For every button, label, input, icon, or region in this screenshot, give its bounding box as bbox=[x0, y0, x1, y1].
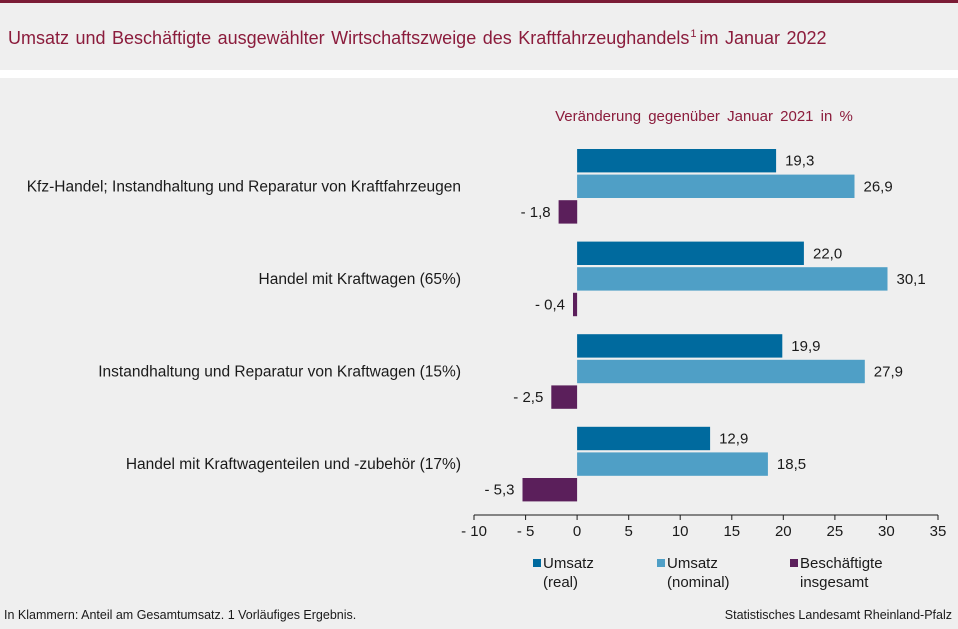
legend-item-beschaeftigte: Beschäftigte insgesamt bbox=[790, 555, 883, 591]
x-tick-label-4: 5 bbox=[625, 523, 633, 540]
legend-label-umsatz-nominal-line-1: Umsatz bbox=[667, 555, 718, 572]
value-label-umsatz-real-3: 19,9 bbox=[791, 338, 820, 355]
legend-label-beschaeftigte-line-1: Beschäftigte bbox=[800, 555, 883, 572]
x-tick-label-9: 30 bbox=[878, 523, 895, 540]
legend: Umsatz (real) Umsatz (nominal) Beschäfti… bbox=[533, 555, 883, 591]
value-label-umsatz-nominal-3: 27,9 bbox=[874, 364, 903, 381]
value-label-umsatz-nominal-2: 30,1 bbox=[897, 271, 926, 288]
title-bar bbox=[0, 3, 958, 70]
category-labels-layer: Kfz-Handel; Instandhaltung und Reparatur… bbox=[27, 178, 461, 473]
legend-item-umsatz-real: Umsatz (real) bbox=[533, 555, 594, 591]
category-label-4: Handel mit Kraftwagenteilen und -zubehör… bbox=[126, 456, 461, 473]
title-separator bbox=[0, 70, 958, 78]
legend-swatch-beschaeftigte bbox=[790, 559, 798, 567]
bar-umsatz-real-2 bbox=[577, 241, 804, 265]
x-axis: - 10 - 5 0 5 10 15 20 25 30 35 bbox=[461, 514, 947, 540]
value-label-umsatz-nominal-4: 18,5 bbox=[777, 456, 806, 473]
bar-umsatz-nominal-3 bbox=[577, 359, 865, 384]
legend-label-umsatz-real-line-2: (real) bbox=[543, 574, 578, 591]
value-labels-layer: 19,3 26,9 - 1,8 22,0 30,1 - 0,4 19,9 27,9 - 2,5 1… bbox=[484, 153, 925, 499]
value-label-beschaeftigte-3: - 2,5 bbox=[513, 389, 543, 406]
legend-swatch-umsatz-nominal bbox=[657, 559, 665, 567]
footer-source: Statistisches Landesamt Rheinland-Pfalz bbox=[725, 608, 952, 622]
value-label-beschaeftigte-4: - 5,3 bbox=[484, 482, 514, 499]
bar-umsatz-nominal-4 bbox=[577, 452, 768, 476]
bar-umsatz-real-4 bbox=[577, 426, 711, 451]
x-tick-label-1: - 10 bbox=[461, 523, 487, 540]
value-label-umsatz-nominal-1: 26,9 bbox=[864, 178, 893, 195]
category-label-3: Instandhaltung und Reparatur von Kraftwa… bbox=[98, 364, 461, 381]
x-tick-label-6: 15 bbox=[723, 523, 740, 540]
value-label-umsatz-real-4: 12,9 bbox=[719, 431, 748, 448]
chart-title-text: Umsatz und Beschäftigte ausgewählter Wir… bbox=[8, 28, 690, 48]
legend-label-umsatz-nominal-line-2: (nominal) bbox=[667, 574, 730, 591]
x-tick-label-10: 35 bbox=[930, 523, 947, 540]
legend-label-beschaeftigte-line-2: insgesamt bbox=[800, 574, 869, 591]
bar-umsatz-real-1 bbox=[577, 149, 777, 173]
x-tick-label-2: - 5 bbox=[517, 523, 535, 540]
x-tick-label-7: 20 bbox=[775, 523, 792, 540]
chart-title-footnote-mark: 1 bbox=[690, 28, 697, 40]
chart-title: Umsatz und Beschäftigte ausgewählter Wir… bbox=[8, 27, 827, 49]
value-label-beschaeftigte-2: - 0,4 bbox=[535, 297, 565, 314]
value-label-umsatz-real-2: 22,0 bbox=[813, 245, 842, 262]
bars-layer bbox=[522, 149, 888, 502]
x-tick-label-5: 10 bbox=[672, 523, 689, 540]
category-label-2: Handel mit Kraftwagen (65%) bbox=[259, 271, 461, 288]
chart-subtitle: Veränderung gegenüber Januar 2021 in % bbox=[555, 108, 853, 125]
bar-beschaeftigte-4 bbox=[522, 478, 578, 502]
legend-swatch-umsatz-real bbox=[533, 559, 541, 567]
bar-umsatz-nominal-1 bbox=[577, 174, 855, 198]
legend-label-umsatz-real-line-1: Umsatz bbox=[543, 555, 594, 572]
legend-item-umsatz-nominal: Umsatz (nominal) bbox=[657, 555, 730, 591]
value-label-umsatz-real-1: 19,3 bbox=[785, 153, 814, 170]
bar-umsatz-real-3 bbox=[577, 334, 783, 358]
bar-beschaeftigte-1 bbox=[558, 200, 578, 224]
value-label-beschaeftigte-1: - 1,8 bbox=[521, 204, 551, 221]
top-rule bbox=[0, 0, 958, 3]
x-tick-label-8: 25 bbox=[827, 523, 844, 540]
bar-beschaeftigte-2 bbox=[573, 292, 578, 317]
x-tick-label-3: 0 bbox=[573, 523, 581, 540]
bar-umsatz-nominal-2 bbox=[577, 267, 888, 291]
footer-note: In Klammern: Anteil am Gesamtumsatz. 1 V… bbox=[4, 608, 356, 622]
category-label-1: Kfz-Handel; Instandhaltung und Reparatur… bbox=[27, 178, 461, 195]
bar-beschaeftigte-3 bbox=[551, 385, 578, 409]
chart-title-suffix: im Januar 2022 bbox=[699, 28, 827, 48]
